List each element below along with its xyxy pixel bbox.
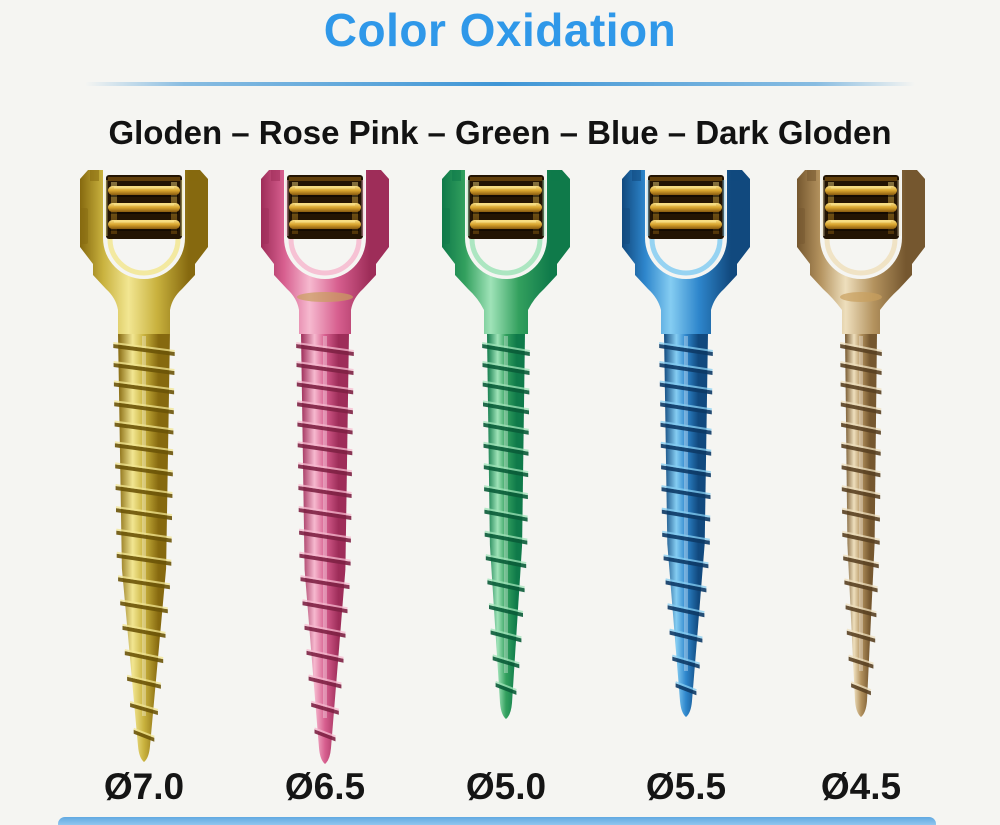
diameter-label: Ø7.0 xyxy=(103,766,185,807)
footer-accent-bar xyxy=(58,817,936,825)
screw-gloden xyxy=(80,170,208,762)
screw-green xyxy=(442,170,570,719)
diameter-label: Ø5.0 xyxy=(465,766,547,807)
screw-rose-pink xyxy=(261,170,389,764)
color-names-subtitle: Gloden – Rose Pink – Green – Blue – Dark… xyxy=(108,114,892,151)
diameter-label: Ø4.5 xyxy=(820,766,902,807)
screw-blue xyxy=(622,170,750,717)
page-title: Color Oxidation xyxy=(323,4,677,56)
diameter-label: Ø6.5 xyxy=(284,766,366,807)
screw-dark-gloden xyxy=(797,170,925,717)
title-divider xyxy=(85,82,915,86)
diameter-label: Ø5.5 xyxy=(645,766,727,807)
